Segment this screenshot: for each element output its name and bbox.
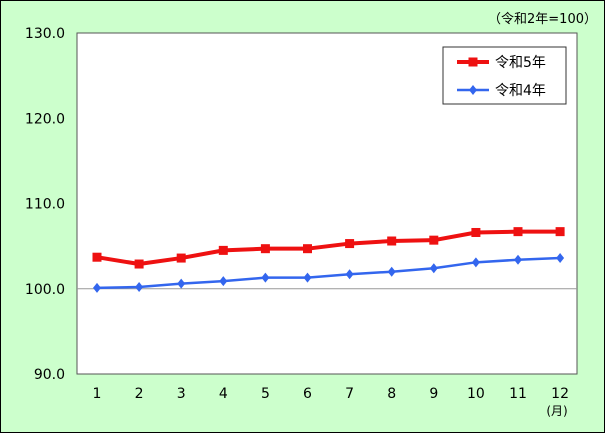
data-point [177, 278, 186, 289]
data-point [555, 227, 565, 237]
data-point [261, 272, 270, 283]
x-tick-label: 5 [261, 386, 270, 402]
data-point [92, 252, 102, 262]
x-tick-label: 11 [509, 386, 527, 402]
x-axis-ticks: 1 2 3 4 5 6 7 8 9 10 11 12 [93, 386, 569, 402]
unit-note: （令和2年=100） [488, 12, 597, 27]
y-tick-label: 110.0 [25, 197, 65, 213]
x-tick-label: 2 [135, 386, 144, 402]
series-line [96, 256, 561, 290]
data-point [513, 227, 523, 237]
legend-label: 令和5年 [495, 55, 546, 71]
y-tick-label: 90.0 [34, 367, 65, 383]
x-tick-label: 4 [219, 386, 228, 402]
data-point [219, 276, 228, 287]
data-point [260, 244, 270, 254]
data-point [303, 272, 312, 283]
data-point [93, 282, 101, 293]
data-point [471, 227, 481, 237]
data-point [303, 244, 312, 254]
x-tick-label: 1 [93, 386, 102, 402]
x-tick-label: 8 [387, 386, 396, 402]
series-layer [92, 227, 565, 293]
x-tick-label: 7 [345, 386, 354, 402]
y-axis-ticks: 90.0 100.0 110.0 120.0 130.0 [25, 26, 65, 383]
y-tick-label: 130.0 [25, 26, 65, 42]
legend-marker [468, 57, 478, 67]
data-point [514, 254, 522, 265]
series-1 [92, 227, 565, 269]
data-point [471, 257, 480, 268]
data-point [556, 253, 565, 264]
x-tick-label: 3 [177, 386, 186, 402]
series-2 [93, 253, 565, 293]
legend-label: 令和4年 [495, 83, 546, 99]
y-tick-label: 120.0 [25, 111, 65, 127]
x-tick-label: 10 [467, 386, 485, 402]
x-tick-label: 9 [429, 386, 438, 402]
data-point [345, 269, 354, 280]
x-tick-label: 12 [551, 386, 569, 402]
y-tick-label: 100.0 [25, 282, 65, 298]
data-point [429, 235, 439, 245]
data-point [345, 239, 355, 249]
data-point [134, 259, 144, 269]
legend-marker [469, 85, 477, 95]
x-tick-label: 6 [303, 386, 312, 402]
data-point [218, 245, 228, 255]
data-point [387, 266, 396, 277]
series-line [96, 229, 561, 267]
data-point [176, 253, 186, 263]
data-point [387, 236, 397, 246]
data-point [135, 282, 144, 293]
legend-box [442, 46, 567, 105]
x-axis-unit: (月) [546, 404, 567, 418]
data-point [429, 263, 438, 274]
